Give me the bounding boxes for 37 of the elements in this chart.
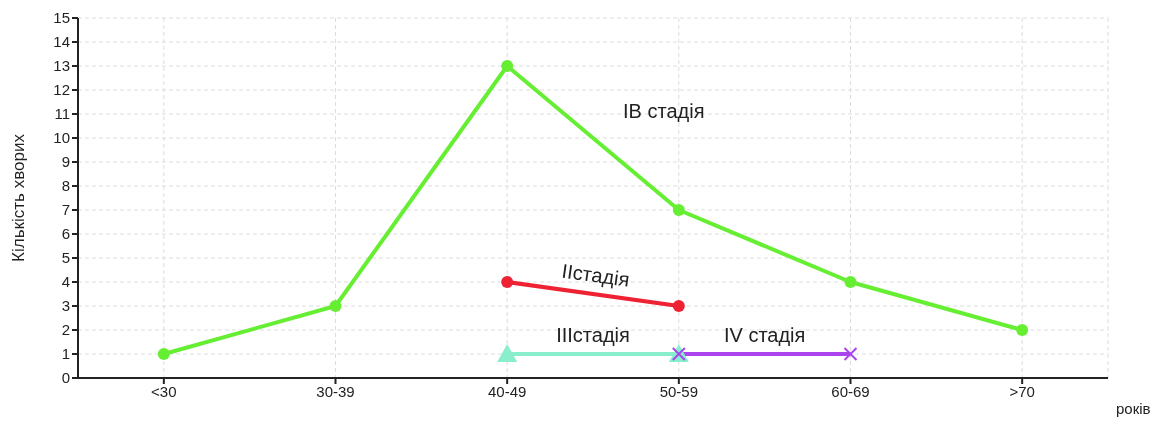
x-tick-label: 50-59 <box>659 382 699 400</box>
point <box>844 276 857 288</box>
y-tick-label: 7 <box>61 201 70 219</box>
y-tick-label: 11 <box>54 105 70 123</box>
point <box>843 347 858 361</box>
y-tick-label: 2 <box>61 321 70 339</box>
y-tick-label: 5 <box>61 249 70 267</box>
y-tick-label: 10 <box>53 129 70 147</box>
y-tick-label: 6 <box>61 225 70 243</box>
y-tick-label: 4 <box>61 273 70 291</box>
point <box>672 204 685 216</box>
y-axis-title: Кількість хворих <box>9 133 29 262</box>
y-tick-label: 1 <box>61 345 70 363</box>
series-label: IB стадія <box>623 100 705 122</box>
point <box>501 276 514 288</box>
x-axis-title: років <box>1116 399 1151 417</box>
y-tick-label: 12 <box>53 81 70 99</box>
y-tick-label: 8 <box>61 177 70 195</box>
x-tick-label: 60-69 <box>831 382 870 400</box>
y-tick-label: 3 <box>61 297 70 315</box>
x-tick-label: 30-39 <box>316 382 355 400</box>
y-tick-label: 13 <box>53 57 70 75</box>
x-tick-label: >70 <box>1009 382 1035 400</box>
series-label: IIIстадія <box>556 324 630 346</box>
point <box>157 348 170 360</box>
x-tick-label: <30 <box>151 382 177 400</box>
y-tick-label: 9 <box>61 153 70 171</box>
point <box>672 300 685 312</box>
y-tick-label: 14 <box>53 33 70 51</box>
text: IIстадія <box>560 259 631 291</box>
y-tick-label: 15 <box>53 9 70 27</box>
point <box>501 60 514 72</box>
y-tick-label: 0 <box>61 369 70 387</box>
point <box>329 300 342 312</box>
x-tick-label: 40-49 <box>487 382 527 400</box>
point <box>1016 324 1029 336</box>
series-label: IV стадія <box>723 324 806 346</box>
